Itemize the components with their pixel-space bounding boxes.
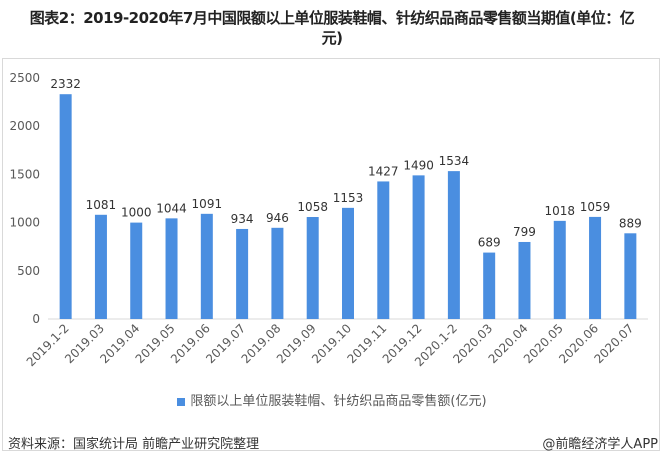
- bar: [377, 181, 390, 319]
- bar: [518, 241, 531, 319]
- y-tick-label: 2000: [9, 119, 40, 133]
- data-label: 1153: [333, 191, 364, 205]
- bar: [236, 228, 249, 319]
- data-label: 689: [478, 236, 501, 250]
- legend-swatch: [177, 397, 186, 406]
- y-tick-label: 1500: [9, 167, 40, 181]
- data-label: 1081: [86, 198, 117, 212]
- bar: [271, 227, 284, 319]
- x-tick-label: 2020.07: [591, 321, 636, 366]
- bar: [59, 94, 72, 320]
- data-label: 934: [231, 212, 254, 226]
- data-label: 799: [513, 225, 536, 239]
- x-tick-label: 2019.1-2: [24, 321, 72, 369]
- data-label: 1490: [403, 158, 434, 172]
- data-label: 1091: [192, 197, 223, 211]
- bar: [624, 233, 637, 319]
- bar: [553, 220, 566, 319]
- bar: [306, 217, 319, 319]
- data-label: 889: [619, 216, 642, 230]
- y-tick-label: 0: [32, 312, 40, 326]
- y-tick-label: 2500: [9, 71, 40, 85]
- bar: [94, 214, 107, 319]
- data-label: 1044: [156, 201, 187, 215]
- data-label: 1000: [121, 206, 152, 220]
- bar: [165, 218, 178, 319]
- data-label: 1059: [580, 200, 611, 214]
- bar: [483, 252, 496, 319]
- y-tick-label: 500: [17, 264, 40, 278]
- data-label: 1427: [368, 164, 399, 178]
- chart-title: 图表2：2019-2020年7月中国限额以上单位服装鞋帽、针纺织品商品零售额当期…: [29, 9, 635, 47]
- data-label: 946: [266, 211, 289, 225]
- data-label: 1534: [439, 154, 470, 168]
- data-label: 2332: [50, 77, 81, 91]
- source-note: 资料来源：国家统计局 前瞻产业研究院整理: [8, 437, 260, 452]
- chart-frame: [2, 58, 660, 451]
- bar: [589, 216, 602, 319]
- bar: [200, 213, 213, 319]
- data-label: 1058: [297, 200, 328, 214]
- data-label: 1018: [544, 204, 575, 218]
- legend: 限额以上单位服装鞋帽、针纺织品商品零售额(亿元): [0, 390, 664, 409]
- bar: [412, 175, 425, 319]
- bar: [342, 207, 354, 319]
- bar: [130, 222, 143, 319]
- credit: @前瞻经济学人APP: [542, 437, 658, 452]
- y-tick-label: 1000: [9, 216, 40, 230]
- bar: [447, 171, 460, 319]
- legend-label: 限额以上单位服装鞋帽、针纺织品商品零售额(亿元): [190, 394, 487, 409]
